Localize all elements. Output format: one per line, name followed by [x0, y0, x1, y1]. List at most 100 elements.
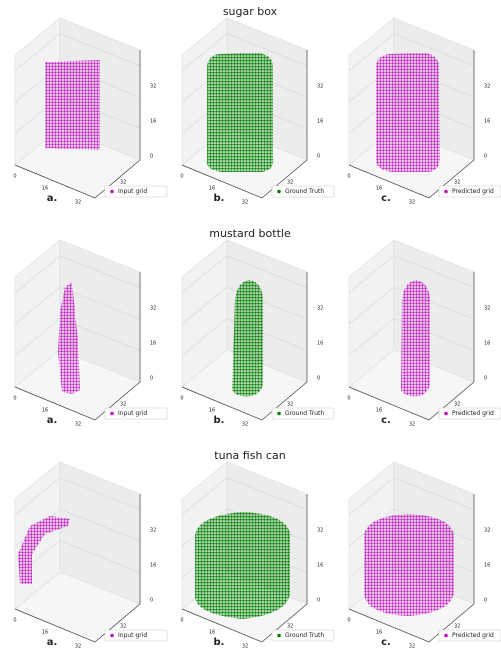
legend-box: [438, 185, 501, 198]
axis-line: [14, 159, 141, 199]
legend-label: Ground Truth: [285, 188, 324, 195]
row-title: sugar box: [223, 5, 278, 18]
z-tick-label: 0: [150, 598, 153, 604]
z-tick-label: 0: [484, 598, 487, 604]
grid-line: [348, 255, 475, 293]
grid-line: [14, 286, 141, 325]
point-cloud: [18, 516, 70, 584]
y-tick-label: 32: [454, 180, 460, 186]
panel-letter: b.: [214, 193, 225, 204]
y-tick-label: 32: [287, 180, 293, 186]
x-tick-label: 0: [347, 396, 350, 402]
legend-box: [438, 407, 501, 420]
legend-marker: [277, 189, 281, 194]
panel-letter: a.: [47, 637, 58, 648]
point-cloud: [206, 53, 274, 172]
legend-label: Ground Truth: [285, 410, 324, 417]
z-tick-label: 32: [150, 84, 156, 90]
legend-label: Predicted grid: [452, 632, 494, 639]
legend-box: [271, 185, 335, 198]
panel: 0 16 32 32 0 16 32 c. Predicted grid: [347, 239, 501, 428]
x-tick-label: 0: [13, 396, 16, 402]
axis-line: [181, 159, 308, 199]
point-cloud: [232, 280, 263, 397]
point-cloud: [58, 282, 80, 394]
legend-label: Predicted grid: [452, 188, 494, 195]
x-tick-label: 16: [376, 186, 382, 192]
grid-line: [14, 255, 141, 293]
grid-line: [348, 477, 475, 515]
point-cloud: [45, 60, 100, 150]
x-tick-label: 32: [242, 644, 248, 650]
z-tick-label: 0: [317, 154, 320, 160]
z-tick-label: 0: [484, 154, 487, 160]
grid-line: [14, 477, 141, 515]
z-tick-label: 0: [150, 154, 153, 160]
panel: 0 16 32 32 0 16 32 c. Predicted grid: [347, 17, 501, 206]
grid-line: [181, 255, 308, 293]
panel-letter: a.: [47, 193, 58, 204]
legend-box: [271, 407, 335, 420]
panel: 0 16 32 32 0 16 32 a. Input grid: [13, 461, 168, 650]
panel: 0 16 32 32 0 16 32 b. Ground Truth: [180, 17, 335, 206]
x-tick-label: 16: [376, 630, 382, 636]
z-tick-label: 16: [317, 341, 323, 347]
z-tick-label: 32: [317, 528, 323, 534]
y-tick-label: 32: [287, 624, 293, 630]
z-tick-label: 16: [317, 119, 323, 125]
legend-marker: [444, 411, 448, 416]
z-tick-label: 0: [150, 376, 153, 382]
row-title: mustard bottle: [209, 227, 291, 240]
x-tick-label: 16: [42, 186, 48, 192]
point-cloud: [364, 514, 455, 616]
z-tick-label: 16: [484, 563, 490, 569]
z-tick-label: 32: [150, 306, 156, 312]
row-title: tuna fish can: [214, 449, 285, 462]
z-tick-label: 32: [317, 306, 323, 312]
axis-line: [348, 159, 475, 199]
legend-marker: [277, 633, 281, 638]
point-cloud: [194, 512, 291, 619]
axis-line: [181, 381, 308, 421]
x-tick-label: 16: [42, 408, 48, 414]
legend-box: [438, 629, 501, 642]
x-tick-label: 0: [347, 174, 350, 180]
z-tick-label: 0: [317, 598, 320, 604]
grid-line: [348, 33, 475, 71]
z-tick-label: 16: [150, 119, 156, 125]
z-tick-label: 32: [484, 84, 490, 90]
panel-letter: c.: [381, 637, 391, 648]
x-tick-label: 16: [209, 630, 215, 636]
x-tick-label: 32: [75, 644, 81, 650]
x-tick-label: 32: [75, 200, 81, 206]
z-tick-label: 0: [484, 376, 487, 382]
axis-line: [14, 603, 141, 643]
axis-line: [348, 603, 475, 643]
y-tick-label: 32: [120, 624, 126, 630]
legend-label: Input grid: [118, 632, 147, 639]
legend-label: Predicted grid: [452, 410, 494, 417]
z-tick-label: 16: [484, 119, 490, 125]
legend-marker: [110, 411, 114, 416]
point-cloud: [401, 280, 430, 397]
legend-label: Ground Truth: [285, 632, 324, 639]
x-tick-label: 0: [180, 174, 183, 180]
x-tick-label: 0: [13, 174, 16, 180]
panel-letter: c.: [381, 415, 391, 426]
z-tick-label: 16: [484, 341, 490, 347]
y-tick-label: 32: [454, 402, 460, 408]
x-tick-label: 32: [242, 200, 248, 206]
x-tick-label: 0: [347, 618, 350, 624]
legend-label: Input grid: [118, 410, 147, 417]
z-tick-label: 32: [150, 528, 156, 534]
grid-line: [181, 286, 308, 325]
grid-line: [348, 286, 475, 325]
point-cloud: [376, 53, 440, 172]
x-tick-label: 16: [209, 186, 215, 192]
grid-line: [348, 318, 475, 356]
z-tick-label: 32: [484, 528, 490, 534]
legend-box: [104, 185, 168, 198]
panel: 0 16 32 32 0 16 32 b. Ground Truth: [180, 239, 335, 428]
axis-line: [14, 381, 141, 421]
